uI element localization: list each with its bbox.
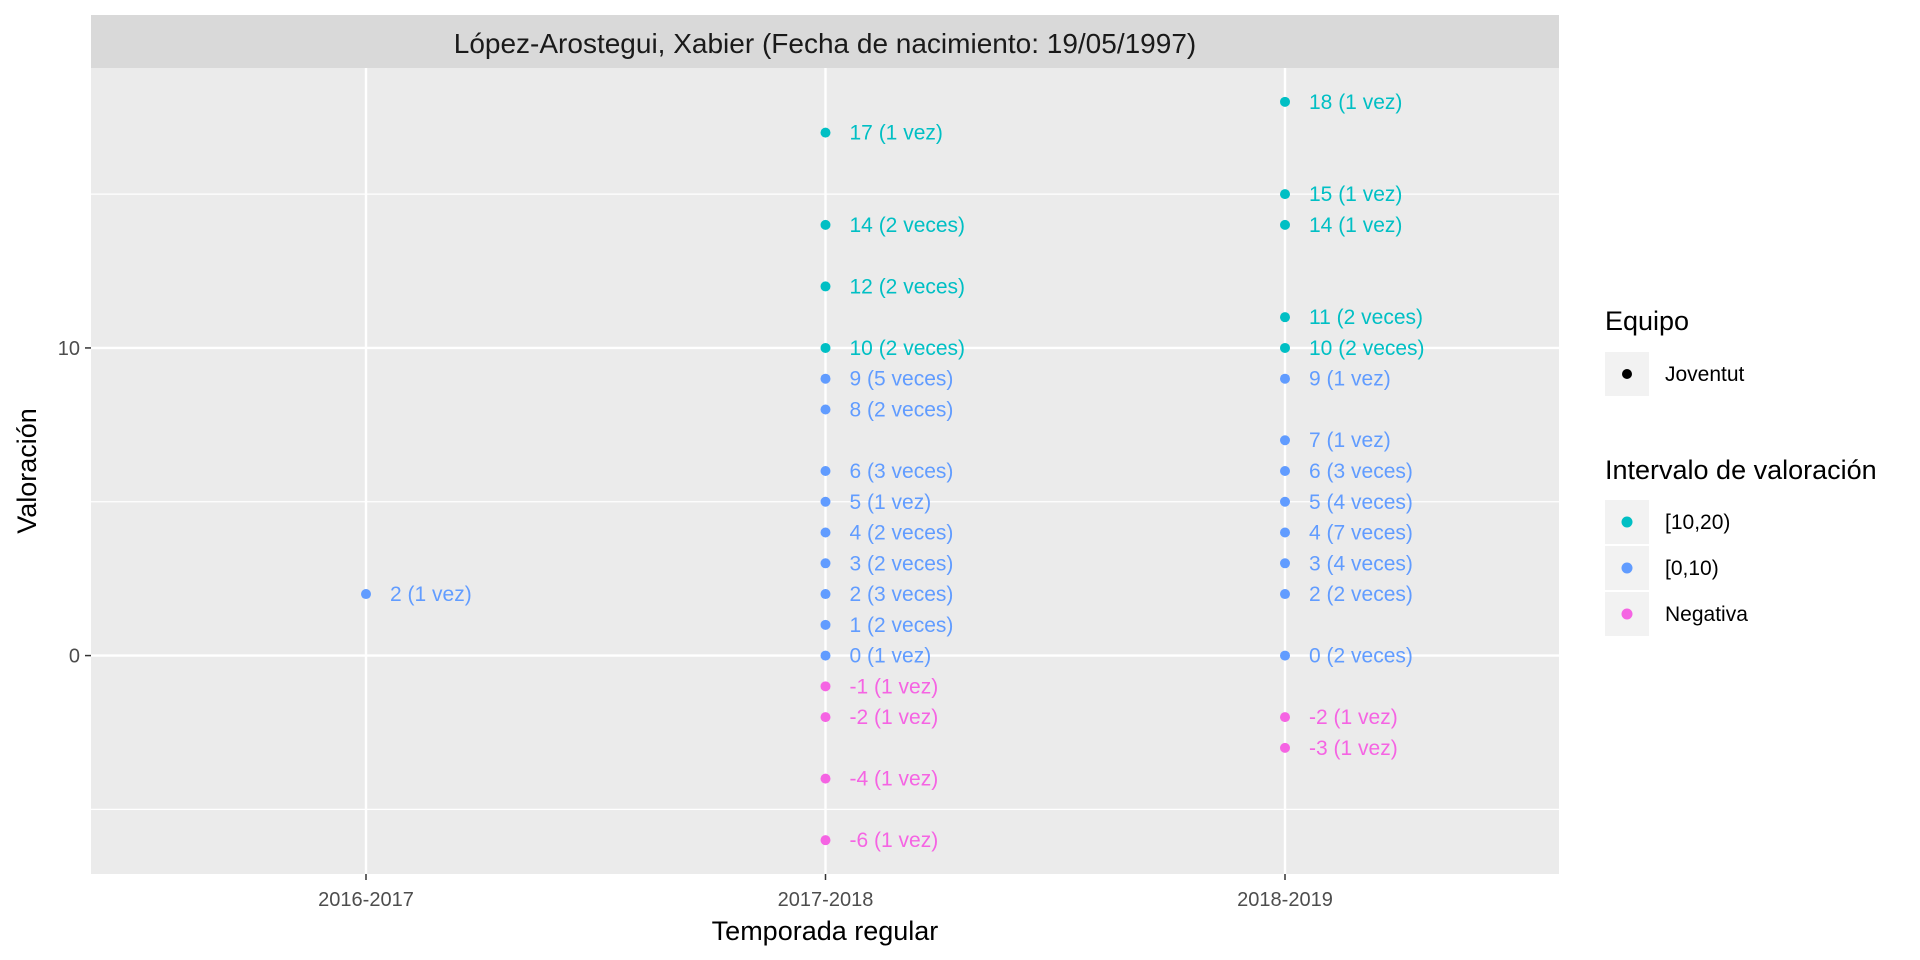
legend-shape-title: Equipo <box>1605 306 1689 336</box>
data-point <box>820 589 831 600</box>
data-label: 9 (1 vez) <box>1309 368 1391 391</box>
data-point <box>1280 189 1290 200</box>
data-point <box>820 650 831 661</box>
data-point <box>1280 435 1290 446</box>
data-point <box>820 619 831 630</box>
data-label: 6 (3 veces) <box>850 460 954 483</box>
x-tick-label: 2018-2019 <box>1237 889 1333 911</box>
data-label: 9 (5 veces) <box>850 368 954 391</box>
data-label: 3 (4 veces) <box>1309 552 1413 575</box>
x-axis-title: Temporada regular <box>712 916 939 946</box>
x-axis: 2016-2017 2017-2018 2018-2019 <box>318 874 1333 911</box>
data-point <box>820 281 831 292</box>
data-point <box>1280 589 1290 600</box>
data-point <box>820 404 831 415</box>
data-label: -1 (1 vez) <box>850 675 939 698</box>
data-label: 4 (7 veces) <box>1309 522 1413 545</box>
legend-color-items: [10,20) [0,10) Negativa <box>1605 500 1748 636</box>
legend-color-label: [0,10) <box>1665 557 1719 580</box>
y-axis-title: Valoración <box>12 408 42 534</box>
y-tick-label: 10 <box>58 338 80 360</box>
data-point <box>820 373 831 384</box>
data-point <box>820 527 831 538</box>
data-label: 4 (2 veces) <box>850 522 954 545</box>
data-points <box>361 96 1290 846</box>
data-label: 5 (1 vez) <box>850 491 932 514</box>
data-label: 7 (1 vez) <box>1309 429 1391 452</box>
data-label: 18 (1 vez) <box>1309 91 1402 114</box>
data-point <box>361 589 371 600</box>
facet-strip <box>91 15 1559 68</box>
data-label: 8 (2 veces) <box>850 398 954 421</box>
x-tick-label: 2016-2017 <box>318 889 414 911</box>
data-label: -6 (1 vez) <box>850 829 939 852</box>
data-label: 0 (2 veces) <box>1309 645 1413 668</box>
data-label: 14 (1 vez) <box>1309 214 1402 237</box>
data-label: 2 (2 veces) <box>1309 583 1413 606</box>
data-point <box>1280 219 1290 230</box>
data-label: 17 (1 vez) <box>850 122 943 145</box>
legend: Equipo Joventut Intervalo de valoración … <box>1605 306 1877 636</box>
data-point <box>1280 527 1290 538</box>
legend-shape-items: Joventut <box>1605 352 1745 396</box>
data-point <box>820 342 831 353</box>
data-point <box>1280 496 1290 507</box>
y-tick-label: 0 <box>69 646 80 668</box>
data-point <box>1280 650 1290 661</box>
data-label: 2 (3 veces) <box>850 583 954 606</box>
data-label: 12 (2 veces) <box>850 275 966 298</box>
data-point <box>1280 312 1290 323</box>
facet-title: López-Arostegui, Xabier (Fecha de nacimi… <box>454 28 1196 59</box>
data-point <box>1280 712 1290 723</box>
legend-point-marker <box>1622 369 1632 379</box>
data-point <box>820 773 831 784</box>
legend-color-marker <box>1621 608 1633 620</box>
data-label: -3 (1 vez) <box>1309 737 1398 760</box>
data-label: 11 (2 veces) <box>1309 306 1423 329</box>
legend-shape-label: Joventut <box>1665 363 1745 386</box>
data-label: 10 (2 veces) <box>1309 337 1425 360</box>
data-point <box>820 127 831 138</box>
y-axis: 0 10 <box>58 338 91 668</box>
data-label: -4 (1 vez) <box>850 768 939 791</box>
legend-color-label: Negativa <box>1665 603 1748 626</box>
legend-color-label: [10,20) <box>1665 511 1730 534</box>
x-tick-label: 2017-2018 <box>778 889 874 911</box>
data-label: 2 (1 vez) <box>390 583 472 606</box>
data-point <box>820 466 831 476</box>
data-point <box>1280 742 1290 753</box>
data-label: 3 (2 veces) <box>850 552 954 575</box>
legend-color-title: Intervalo de valoración <box>1605 455 1877 485</box>
legend-color-marker <box>1621 516 1633 528</box>
data-point <box>1280 558 1290 569</box>
data-label: 0 (1 vez) <box>850 645 932 668</box>
data-label: 1 (2 veces) <box>850 614 954 637</box>
data-point <box>820 835 831 846</box>
data-point <box>1280 466 1290 476</box>
data-label: 14 (2 veces) <box>850 214 966 237</box>
data-label: 10 (2 veces) <box>850 337 966 360</box>
data-point <box>820 496 831 507</box>
data-point <box>1280 373 1290 384</box>
data-point <box>1280 342 1290 353</box>
data-label: 6 (3 veces) <box>1309 460 1413 483</box>
data-point <box>820 712 831 723</box>
data-label: -2 (1 vez) <box>1309 706 1398 729</box>
data-label: 5 (4 veces) <box>1309 491 1413 514</box>
data-point <box>1280 96 1290 107</box>
legend-color-marker <box>1621 562 1633 574</box>
data-point <box>820 558 831 569</box>
data-label: -2 (1 vez) <box>850 706 939 729</box>
data-point <box>820 219 831 230</box>
data-labels: 2 (1 vez) 17 (1 vez) 14 (2 veces) 12 (2 vec… <box>390 91 1425 852</box>
data-label: 15 (1 vez) <box>1309 183 1402 206</box>
data-point <box>820 681 831 692</box>
